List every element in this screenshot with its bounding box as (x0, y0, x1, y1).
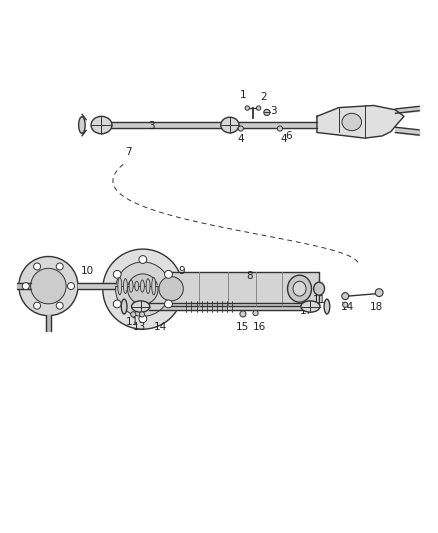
Circle shape (139, 315, 147, 322)
Circle shape (34, 302, 41, 309)
Text: 3: 3 (271, 106, 277, 116)
Ellipse shape (121, 299, 127, 314)
Ellipse shape (91, 116, 112, 134)
Ellipse shape (141, 280, 145, 292)
Polygon shape (169, 272, 319, 305)
Circle shape (113, 270, 121, 278)
Circle shape (264, 109, 270, 116)
Circle shape (375, 289, 383, 296)
Circle shape (245, 106, 250, 110)
Ellipse shape (79, 117, 85, 133)
Circle shape (139, 256, 147, 263)
Text: 14: 14 (154, 322, 167, 333)
Text: 14: 14 (341, 302, 354, 312)
Polygon shape (317, 106, 404, 138)
Text: 16: 16 (252, 322, 266, 333)
Circle shape (165, 300, 173, 308)
Text: 15: 15 (237, 322, 250, 333)
Text: 2: 2 (260, 92, 267, 102)
Ellipse shape (135, 281, 139, 291)
Text: 10: 10 (81, 266, 94, 276)
Text: 17: 17 (300, 306, 313, 316)
Ellipse shape (314, 282, 325, 295)
Circle shape (238, 126, 244, 131)
Text: 18: 18 (370, 302, 383, 312)
Ellipse shape (288, 275, 311, 302)
Text: 11: 11 (312, 295, 326, 305)
Text: 9: 9 (179, 266, 185, 276)
Circle shape (240, 311, 246, 317)
Circle shape (19, 256, 78, 316)
Circle shape (139, 312, 145, 317)
Circle shape (67, 282, 74, 289)
Text: 13: 13 (133, 322, 146, 333)
Circle shape (31, 268, 66, 304)
Circle shape (342, 293, 349, 300)
Ellipse shape (131, 301, 150, 312)
Text: 8: 8 (246, 271, 253, 281)
Text: 4: 4 (237, 134, 244, 144)
Circle shape (256, 106, 261, 110)
Circle shape (131, 312, 136, 317)
Circle shape (165, 270, 173, 278)
Ellipse shape (221, 117, 239, 133)
Circle shape (343, 302, 348, 308)
Ellipse shape (301, 301, 320, 312)
Text: 6: 6 (285, 131, 292, 141)
Ellipse shape (129, 280, 133, 292)
Text: 11: 11 (126, 317, 139, 327)
Circle shape (56, 302, 63, 309)
Circle shape (34, 263, 41, 270)
Text: 4: 4 (280, 134, 287, 144)
Text: 1: 1 (240, 90, 246, 100)
Ellipse shape (152, 277, 155, 295)
Circle shape (22, 282, 29, 289)
Ellipse shape (118, 277, 122, 295)
Ellipse shape (342, 114, 361, 131)
Text: 3: 3 (148, 122, 155, 131)
Circle shape (113, 300, 121, 308)
Circle shape (103, 249, 183, 329)
Text: 7: 7 (125, 148, 132, 157)
Ellipse shape (146, 279, 150, 294)
Circle shape (159, 277, 184, 301)
Circle shape (253, 310, 258, 316)
Circle shape (56, 263, 63, 270)
Circle shape (277, 126, 283, 131)
Ellipse shape (324, 299, 330, 314)
Ellipse shape (124, 279, 127, 294)
Circle shape (127, 274, 158, 304)
Ellipse shape (293, 281, 306, 296)
Circle shape (116, 262, 170, 317)
